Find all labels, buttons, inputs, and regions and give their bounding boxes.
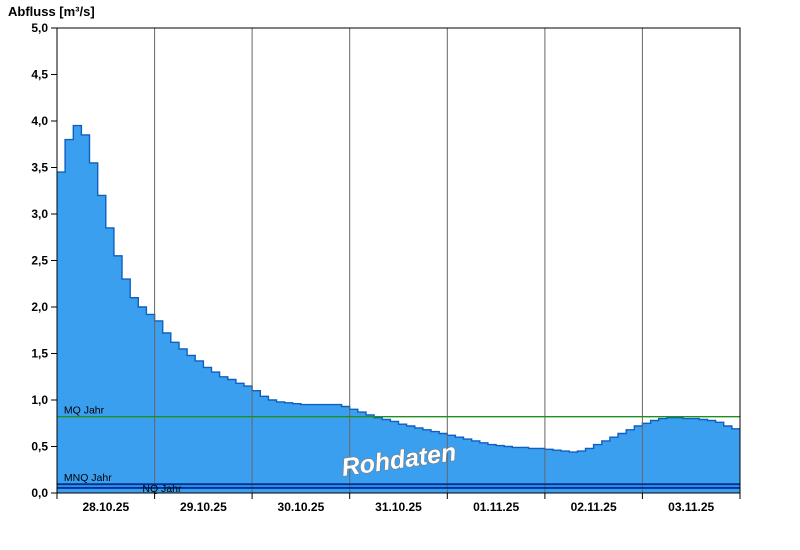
reference-label-mnq-jahr: MNQ Jahr bbox=[64, 472, 112, 484]
discharge-step-line bbox=[57, 124, 740, 453]
y-tick-label: 0,5 bbox=[31, 440, 48, 454]
x-tick-label: 03.11.25 bbox=[668, 500, 714, 514]
x-tick-label: 28.10.25 bbox=[82, 500, 129, 514]
y-tick-label: 5,0 bbox=[31, 21, 48, 35]
x-tick-label: 31.10.25 bbox=[375, 500, 422, 514]
reference-label-mq-jahr: MQ Jahr bbox=[64, 405, 105, 417]
chart-title: Abfluss [m³/s] bbox=[8, 4, 95, 19]
x-tick-label: 02.11.25 bbox=[571, 500, 617, 514]
y-tick-label: 4,5 bbox=[31, 68, 48, 82]
y-tick-label: 1,0 bbox=[31, 393, 48, 407]
y-tick-label: 3,5 bbox=[31, 161, 48, 175]
discharge-area bbox=[57, 125, 740, 493]
y-tick-label: 2,0 bbox=[31, 300, 48, 314]
y-tick-label: 1,5 bbox=[31, 347, 48, 361]
x-tick-label: 29.10.25 bbox=[180, 500, 227, 514]
x-tick-label: 30.10.25 bbox=[278, 500, 325, 514]
y-tick-label: 0,0 bbox=[31, 486, 48, 500]
y-tick-label: 4,0 bbox=[31, 114, 48, 128]
x-tick-label: 01.11.25 bbox=[473, 500, 519, 514]
y-tick-label: 2,5 bbox=[31, 254, 48, 268]
y-tick-label: 3,0 bbox=[31, 207, 48, 221]
reference-label-nq-jahr: NQ Jahr bbox=[142, 483, 182, 495]
